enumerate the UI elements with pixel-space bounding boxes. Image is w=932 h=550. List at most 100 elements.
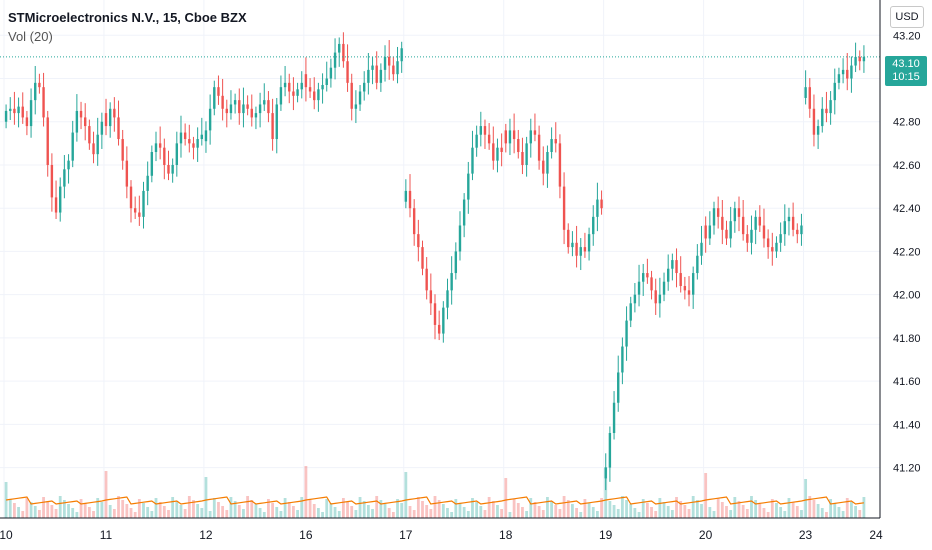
candle-body	[737, 208, 741, 217]
candle-body	[621, 346, 624, 373]
candle-body	[317, 89, 320, 101]
candle-body	[358, 91, 362, 105]
volume-bar	[700, 504, 703, 518]
candle-body	[642, 273, 645, 282]
volume-bar	[741, 505, 745, 518]
candle-body	[125, 160, 129, 187]
candle-body	[800, 225, 803, 235]
candle-body	[816, 126, 820, 135]
volume-bar	[133, 512, 137, 518]
volume-bar	[496, 505, 499, 518]
volume-bar	[221, 506, 225, 518]
volume-bar	[346, 502, 349, 518]
volume-bar	[816, 504, 820, 518]
candle-body	[583, 247, 587, 252]
candle-body	[246, 104, 249, 109]
candle-body	[217, 87, 220, 96]
candle-body	[425, 268, 428, 291]
volume-bar	[117, 496, 120, 518]
volume-bar	[516, 503, 520, 518]
volume-bar	[766, 512, 770, 518]
candle-body	[550, 139, 553, 153]
candle-body	[829, 100, 832, 114]
price-tick-label: 42.20	[893, 246, 921, 258]
volume-bar	[79, 499, 83, 518]
candle-body	[279, 87, 283, 105]
candle-body	[558, 143, 562, 187]
candle-body	[338, 43, 341, 53]
volume-bar	[158, 502, 162, 518]
candle-body	[675, 260, 678, 274]
candle-body	[833, 82, 836, 101]
volume-bar	[541, 510, 545, 518]
candle-body	[304, 74, 308, 88]
volume-bar	[4, 482, 8, 518]
candle-body	[113, 108, 116, 118]
volume-bar	[691, 496, 695, 518]
candle-body	[854, 56, 857, 66]
candle-body	[821, 108, 824, 127]
candle-body	[325, 78, 328, 86]
volume-bar	[583, 499, 587, 518]
volume-bar	[83, 503, 87, 518]
volume-bar	[525, 511, 529, 518]
volume-bar	[308, 500, 312, 518]
volume-bar	[391, 512, 395, 518]
candle-body	[725, 229, 728, 239]
volume-bar	[129, 508, 133, 518]
volume-bar	[837, 507, 841, 518]
volume-bar	[579, 512, 583, 518]
candle-body	[721, 216, 724, 230]
candle-body	[533, 130, 537, 135]
candle-body	[84, 117, 87, 127]
candle-body	[658, 294, 662, 304]
candle-body	[188, 139, 191, 144]
candle-body	[691, 273, 695, 295]
currency-button[interactable]: USD	[890, 6, 924, 28]
candle-body	[308, 87, 312, 92]
volume-bar	[300, 497, 304, 518]
time-tick-label: 10	[0, 528, 13, 542]
volume-bar	[825, 512, 828, 518]
candle-body	[683, 286, 687, 291]
volume-bar	[366, 505, 370, 518]
candle-body	[500, 147, 503, 153]
volume-bar	[400, 503, 404, 518]
candle-body	[791, 216, 795, 230]
volume-bar	[296, 510, 299, 518]
volume-bar	[716, 498, 720, 518]
volume-bar	[267, 499, 270, 518]
volume-bar	[571, 504, 574, 518]
volume-bar	[387, 508, 391, 518]
candle-body	[146, 175, 149, 191]
volume-bar	[217, 502, 220, 518]
candle-body	[396, 61, 399, 75]
candle-body	[4, 110, 8, 122]
volume-bar	[208, 511, 212, 518]
candle-body	[750, 229, 753, 243]
candle-body	[167, 164, 170, 174]
volume-bar	[246, 496, 250, 518]
symbol-title[interactable]: STMicroelectronics N.V., 15, Cboe BZX	[8, 10, 247, 25]
volume-bar	[795, 506, 799, 518]
volume-bar	[275, 507, 279, 518]
candle-body	[254, 113, 258, 118]
candle-body	[263, 100, 266, 105]
candle-body	[71, 132, 74, 161]
volume-bar	[841, 511, 845, 518]
volume-bar	[812, 500, 816, 518]
candle-body	[138, 212, 141, 217]
candle-body	[504, 130, 507, 144]
volume-bar	[770, 499, 774, 518]
volume-bar	[416, 497, 420, 518]
candle-body	[579, 247, 582, 256]
volume-bar	[575, 508, 578, 518]
candle-body	[192, 143, 195, 148]
time-tick-label: 17	[399, 528, 413, 542]
volume-bar	[341, 498, 345, 518]
volume-bar	[708, 507, 712, 518]
volume-indicator-label[interactable]: Vol (20)	[8, 29, 53, 44]
volume-bar	[371, 509, 374, 518]
